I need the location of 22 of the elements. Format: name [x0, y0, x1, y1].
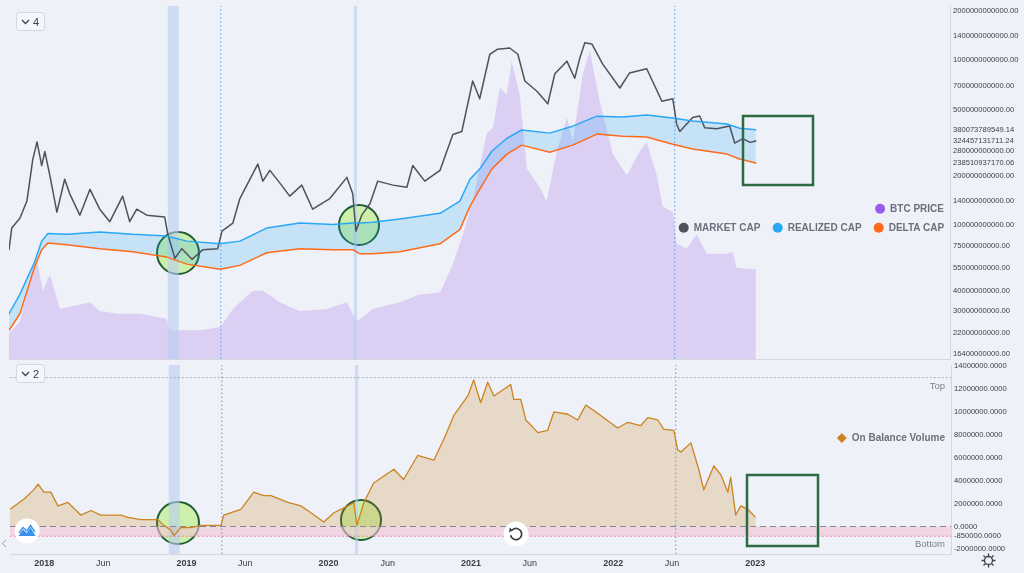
- legend-label: On Balance Volume: [851, 432, 946, 444]
- x-tick-label: 2022: [603, 557, 624, 568]
- x-tick-label: Jun: [238, 557, 253, 568]
- dropdown-button: 4: [16, 12, 46, 31]
- ref-line-label: Top: [929, 379, 945, 391]
- x-tick-label: Jun: [95, 557, 111, 568]
- x-tick-label: 2020: [318, 557, 339, 568]
- dropdown-button: 2: [16, 364, 46, 383]
- annotation: 4: [33, 15, 40, 28]
- x-tick-label: Jun: [522, 557, 538, 568]
- legend-label: MARKET CAP: [693, 221, 761, 233]
- x-tick-label: Jun: [380, 557, 396, 568]
- legend-label: REALIZED CAP: [787, 221, 862, 233]
- ref-line-label: Bottom: [914, 538, 946, 550]
- x-tick-label: 2023: [745, 557, 766, 568]
- x-tick-label: 2018: [34, 557, 55, 568]
- x-tick-label: Jun: [664, 557, 680, 568]
- annotation: 2: [33, 367, 40, 380]
- x-tick-label: 2021: [461, 557, 482, 568]
- legend-label: DELTA CAP: [888, 221, 945, 233]
- legend-label: BTC PRICE: [890, 202, 945, 214]
- x-tick-label: 2019: [176, 557, 197, 568]
